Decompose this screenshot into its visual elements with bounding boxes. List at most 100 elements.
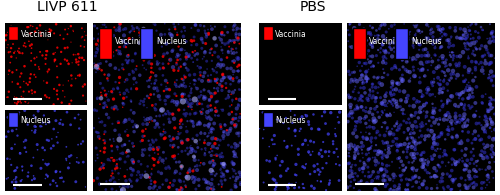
Point — [349, 132, 357, 135]
Point — [484, 173, 492, 176]
Point — [63, 111, 71, 114]
Point — [169, 113, 177, 116]
Point — [94, 97, 102, 100]
Point — [59, 123, 67, 126]
Point — [488, 106, 496, 110]
Point — [72, 53, 80, 56]
Point — [66, 103, 74, 106]
Point — [296, 129, 304, 133]
Point — [230, 23, 238, 27]
Point — [434, 163, 442, 167]
Point — [259, 137, 267, 140]
Point — [172, 61, 180, 64]
Point — [459, 98, 467, 101]
Point — [410, 39, 418, 42]
Point — [430, 174, 438, 177]
Point — [418, 68, 426, 71]
Point — [136, 140, 144, 143]
Point — [51, 109, 59, 112]
Point — [465, 104, 473, 107]
Point — [476, 47, 484, 50]
Point — [436, 55, 444, 58]
Point — [31, 30, 39, 33]
Point — [228, 39, 235, 43]
Point — [4, 116, 12, 119]
Point — [43, 81, 51, 84]
Point — [424, 128, 432, 131]
Point — [170, 154, 178, 157]
Point — [351, 97, 359, 100]
Point — [416, 100, 424, 103]
Point — [175, 132, 183, 136]
Point — [24, 26, 32, 29]
Point — [194, 178, 202, 181]
Point — [170, 100, 178, 104]
Point — [234, 56, 242, 59]
Point — [408, 38, 416, 41]
Point — [390, 23, 398, 26]
Point — [390, 173, 398, 176]
Point — [415, 48, 423, 51]
Point — [190, 79, 198, 82]
Point — [358, 81, 366, 84]
Point — [42, 162, 50, 165]
Point — [122, 151, 130, 154]
Point — [436, 37, 444, 41]
Point — [378, 44, 386, 47]
Point — [386, 112, 394, 115]
Point — [420, 162, 428, 165]
Point — [224, 31, 232, 34]
Point — [364, 171, 372, 174]
Point — [368, 26, 376, 29]
Point — [370, 76, 378, 79]
Point — [484, 117, 492, 120]
Point — [258, 111, 266, 114]
Point — [404, 188, 412, 191]
Point — [417, 61, 425, 65]
Point — [42, 57, 50, 60]
Point — [461, 154, 469, 157]
Point — [194, 100, 202, 103]
Point — [154, 188, 162, 191]
Point — [404, 189, 411, 192]
Point — [224, 96, 232, 99]
Point — [464, 159, 471, 162]
Point — [482, 155, 490, 158]
Point — [434, 175, 442, 178]
Point — [106, 179, 114, 182]
Point — [383, 141, 391, 144]
Point — [160, 130, 168, 133]
Point — [142, 119, 150, 122]
Point — [362, 71, 370, 74]
Point — [172, 85, 180, 88]
Point — [20, 80, 28, 83]
Point — [178, 188, 186, 191]
Point — [52, 170, 60, 173]
Point — [107, 174, 115, 177]
Point — [196, 122, 204, 125]
Point — [382, 50, 390, 53]
Point — [136, 74, 144, 77]
Point — [349, 175, 357, 178]
Point — [40, 114, 48, 117]
Point — [368, 179, 376, 183]
Point — [176, 122, 184, 126]
Point — [472, 85, 480, 89]
Point — [412, 148, 420, 151]
Point — [98, 27, 106, 31]
Point — [20, 42, 28, 45]
Point — [482, 45, 490, 48]
Point — [261, 115, 269, 118]
Point — [349, 175, 357, 178]
Point — [485, 73, 493, 76]
Point — [355, 33, 363, 36]
Point — [480, 130, 488, 134]
Point — [22, 82, 30, 85]
Point — [318, 115, 326, 118]
Point — [370, 117, 378, 120]
Point — [380, 104, 388, 107]
Point — [410, 24, 418, 27]
Point — [491, 98, 499, 102]
Point — [210, 37, 218, 40]
Point — [97, 91, 105, 94]
